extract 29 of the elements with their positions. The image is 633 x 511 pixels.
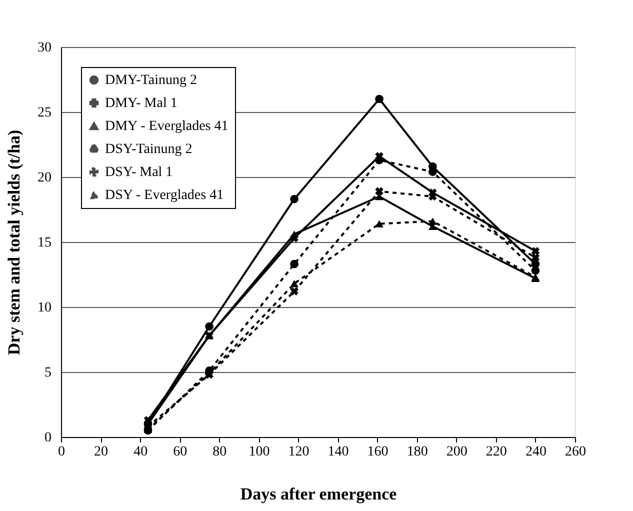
x-tick-label: 120 <box>288 444 310 460</box>
legend-label: DMY - Everglades 41 <box>105 119 228 134</box>
legend-label: DMY-Tainung 2 <box>105 73 197 88</box>
legend-label: DMY- Mal 1 <box>105 96 178 111</box>
legend-label: DSY - Everglades 41 <box>105 188 224 203</box>
x-tick-label: 240 <box>525 444 546 460</box>
x-tick-label: 80 <box>212 444 227 460</box>
x-tick-label: 20 <box>94 444 108 460</box>
y-tick-label: 30 <box>38 40 52 56</box>
x-tick-label: 100 <box>248 444 270 460</box>
x-tick-label: 220 <box>486 444 507 460</box>
x-tick-label: 140 <box>328 444 349 460</box>
y-tick-label: 15 <box>38 236 52 250</box>
y-tick-label: 5 <box>44 366 52 380</box>
x-tick-label: 60 <box>173 444 188 460</box>
x-tick-label: 40 <box>134 444 148 460</box>
x-axis-title: Days after emergence <box>240 484 398 504</box>
x-tick-label: 260 <box>565 444 586 460</box>
x-tick-label: 200 <box>446 444 468 460</box>
y-axis-title: Dry stem and total yields (t/ha) <box>4 130 24 356</box>
x-tick-label: 180 <box>406 444 428 460</box>
y-tick-label: 0 <box>44 430 52 446</box>
legend-label: DSY- Mal 1 <box>105 165 173 180</box>
y-tick-label: 10 <box>38 300 52 316</box>
y-tick-label: 20 <box>38 170 52 186</box>
legend-label: DSY-Tainung 2 <box>105 142 192 157</box>
x-tick-label: 160 <box>367 444 388 460</box>
x-tick-label: 0 <box>58 444 65 460</box>
y-tick-label: 25 <box>38 106 52 120</box>
